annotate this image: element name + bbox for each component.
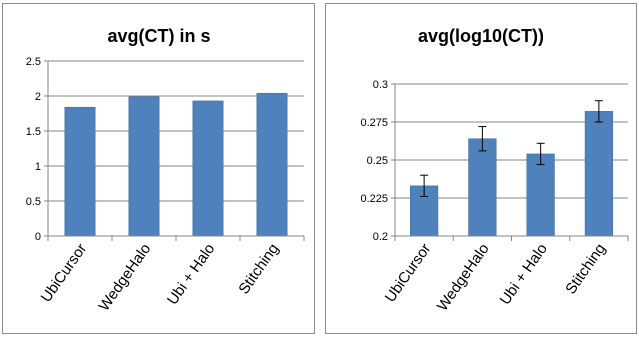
chart-avg-log10-ct: avg(log10(CT)) 0.2 0.225 0.25 0.275 0.3 UbiC… (360, 26, 629, 315)
category-label: Ubi + Halo (497, 241, 551, 308)
category-label: Stitching (562, 241, 609, 298)
y-tick-label: 2 (35, 91, 41, 103)
category-label: UbiCursor (382, 241, 435, 306)
y-tick-label: 0.25 (367, 155, 388, 167)
y-tick-label: 1 (35, 161, 41, 173)
bar (584, 111, 613, 237)
bar (256, 92, 288, 237)
y-tick-label: 0.275 (360, 117, 388, 129)
y-tick-label: 0.5 (26, 196, 41, 208)
category-label: Stitching (235, 241, 282, 298)
bar (64, 106, 96, 237)
y-tick-label: 1.5 (26, 126, 41, 138)
chart-panel-avg-ct: avg(CT) in s 0 0.5 1 1.5 2 2.5 UbiCursor Wedge… (2, 3, 315, 334)
y-tick-label: 2.5 (26, 56, 41, 68)
y-tick-label: 0.3 (373, 79, 388, 91)
chart-title: avg(CT) in s (107, 26, 210, 46)
bar (468, 138, 497, 237)
bar (128, 96, 160, 237)
chart-panel-avg-log10-ct: avg(log10(CT)) 0.2 0.225 0.25 0.275 0.3 UbiC… (325, 3, 637, 334)
bar (192, 100, 224, 237)
bar (526, 153, 555, 237)
category-label: WedgeHalo (96, 241, 155, 315)
chart-title: avg(log10(CT)) (418, 26, 544, 46)
chart-avg-ct: avg(CT) in s 0 0.5 1 1.5 2 2.5 UbiCursor Wedge… (26, 26, 305, 315)
category-label: WedgeHalo (434, 241, 493, 315)
y-tick-label: 0 (35, 231, 41, 243)
category-label: Ubi + Halo (164, 241, 218, 308)
y-tick-label: 0.2 (373, 231, 388, 243)
y-tick-label: 0.225 (360, 193, 388, 205)
category-label: UbiCursor (38, 241, 91, 306)
